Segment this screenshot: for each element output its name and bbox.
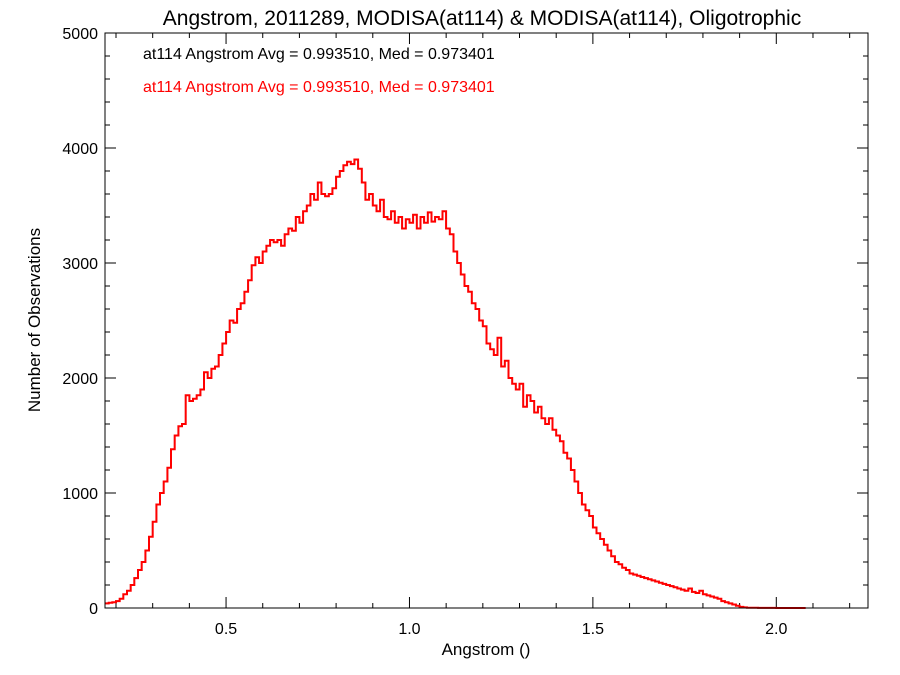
- y-tick-label: 3000: [62, 256, 98, 273]
- histogram-series: [105, 158, 806, 609]
- y-tick-label: 5000: [62, 26, 98, 43]
- chart-title: Angstrom, 2011289, MODISA(at114) & MODIS…: [163, 7, 801, 30]
- legend-entry-black: at114 Angstrom Avg = 0.993510, Med = 0.9…: [143, 46, 495, 63]
- y-axis-label: Number of Observations: [25, 228, 44, 412]
- y-tick-label: 1000: [62, 486, 98, 503]
- plot-frame: [104, 32, 869, 609]
- x-tick-label: 0.5: [215, 621, 237, 638]
- series-line-black: [105, 158, 806, 609]
- axis-ticks: [105, 32, 868, 609]
- legend-entry-red: at114 Angstrom Avg = 0.993510, Med = 0.9…: [143, 79, 495, 96]
- y-tick-label: 2000: [62, 371, 98, 388]
- y-tick-label: 4000: [62, 141, 98, 158]
- x-tick-label: 2.0: [765, 621, 787, 638]
- x-axis-label: Angstrom (): [442, 640, 531, 659]
- y-tick-label: 0: [89, 601, 98, 618]
- series-line-red: [105, 158, 806, 609]
- axis-tick-labels: 0.5 1.0 1.5 2.0 0 1000 2000 3000 4000 5000: [62, 26, 787, 638]
- x-tick-label: 1.0: [398, 621, 420, 638]
- x-tick-label: 1.5: [582, 621, 604, 638]
